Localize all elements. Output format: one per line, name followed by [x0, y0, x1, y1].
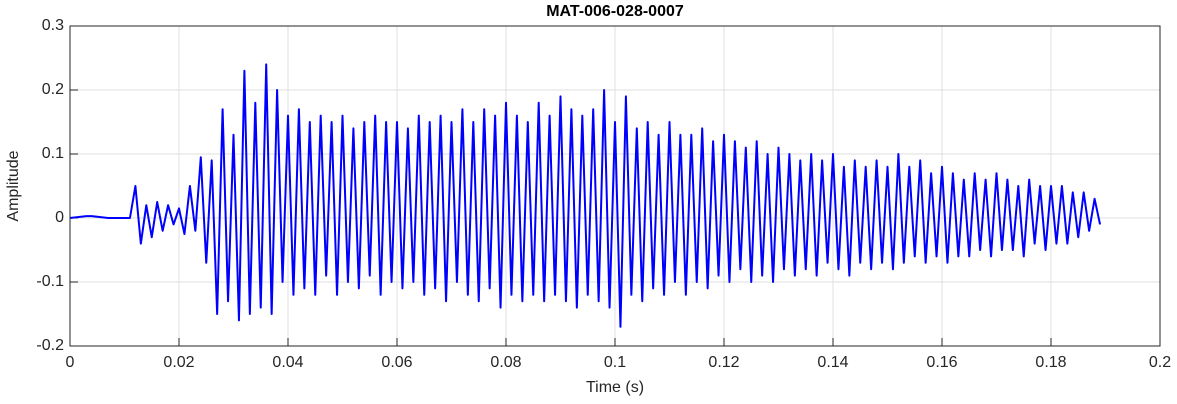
x-tick-label: 0.2 [1149, 354, 1171, 371]
y-tick-label: -0.2 [36, 337, 64, 354]
x-tick-label: 0.1 [604, 354, 626, 371]
x-tick-label: 0.16 [926, 354, 957, 371]
y-tick-label: 0.3 [42, 17, 64, 34]
chart-title: MAT-006-028-0007 [546, 3, 684, 20]
x-tick-label: 0.18 [1035, 354, 1066, 371]
x-tick-label: 0.14 [817, 354, 848, 371]
waveform-line [69, 63, 1102, 328]
y-tick-label: -0.1 [36, 273, 64, 290]
x-tick-label: 0 [66, 354, 75, 371]
y-tick-label: 0.2 [42, 81, 64, 98]
y-tick-label: 0 [55, 209, 64, 226]
x-tick-label: 0.08 [490, 354, 521, 371]
y-axis-label: Amplitude [5, 150, 22, 221]
x-tick-label: 0.06 [381, 354, 412, 371]
axes-box [69, 25, 1161, 347]
x-tick-label: 0.02 [163, 354, 194, 371]
x-tick-label: 0.04 [272, 354, 303, 371]
y-tick-label: 0.1 [42, 145, 64, 162]
x-tick-label: 0.12 [708, 354, 739, 371]
x-axis-label: Time (s) [586, 379, 644, 396]
